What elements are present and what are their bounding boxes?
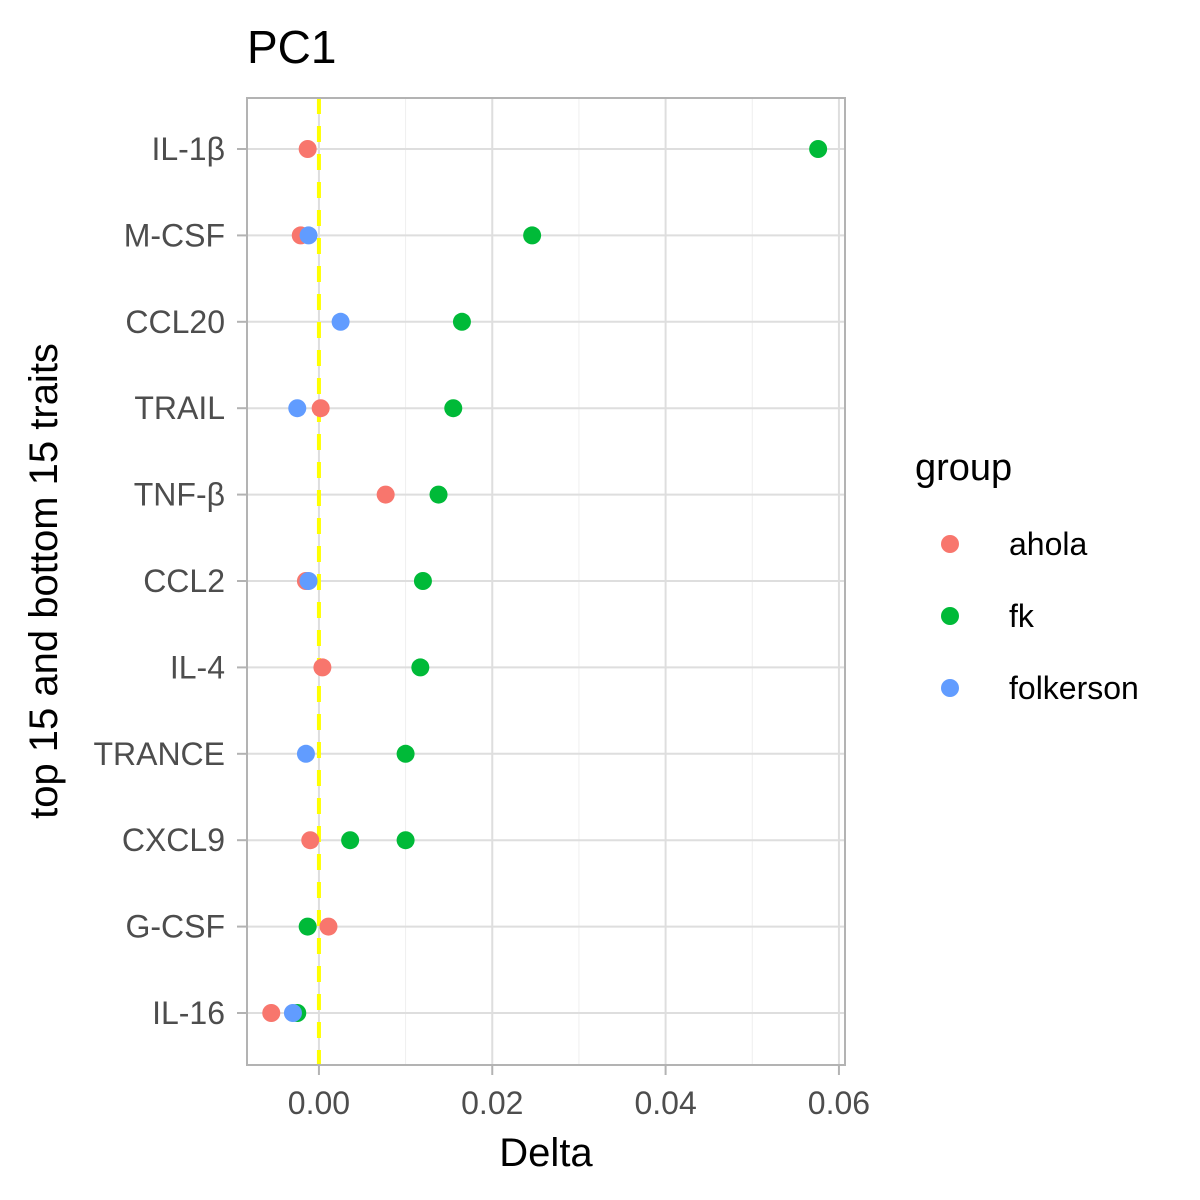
data-point-fk [298,917,317,936]
data-points [262,140,828,1022]
x-tick-label: 0.02 [461,1085,523,1121]
data-point-folkerson [283,1004,302,1022]
y-tick-label: IL-16 [152,995,225,1031]
y-axis-title: top 15 and bottom 15 traits [22,343,66,819]
legend-key-fk [941,607,959,625]
legend-label-ahola: ahola [1009,526,1088,562]
legend-items: ahola fk folkerson [941,526,1139,706]
data-point-ahola [262,1004,281,1022]
chart-title: PC1 [247,21,336,73]
data-point-folkerson [288,399,307,418]
data-point-ahola [376,485,395,504]
legend-label-fk: fk [1009,598,1035,634]
x-axis: 0.00 0.02 0.04 0.06 [288,1065,870,1121]
data-point-ahola [298,140,317,158]
data-point-folkerson [299,226,318,245]
x-axis-title: Delta [499,1131,593,1175]
y-tick-label: CCL20 [125,304,225,340]
y-tick-label: TNF-β [134,477,225,513]
data-point-fk [444,399,463,418]
x-tick-label: 0.00 [288,1085,350,1121]
y-axis: IL-1β M-CSF CCL20 TRAIL TNF-β CCL2 IL-4 TRANCE C… [93,131,247,1031]
y-tick-label: TRANCE [93,736,225,772]
data-point-fk [396,744,415,763]
data-point-fk [809,140,828,158]
data-point-folkerson [296,744,315,763]
grid-lines [247,98,845,1065]
legend-label-folkerson: folkerson [1009,670,1139,706]
data-point-folkerson [331,312,350,331]
data-point-ahola [319,917,338,936]
y-tick-label: CCL2 [143,563,225,599]
y-tick-label: G-CSF [125,909,225,945]
data-point-ahola [301,831,320,850]
x-tick-label: 0.06 [808,1085,870,1121]
data-point-fk [413,572,432,590]
y-tick-label: CXCL9 [122,822,225,858]
y-tick-label: TRAIL [134,390,225,426]
data-point-fk [452,312,471,331]
y-tick-label: IL-4 [170,649,225,685]
legend: group ahola fk folkerson [915,447,1139,706]
legend-key-ahola [941,535,959,553]
data-point-fk [341,831,360,850]
data-point-folkerson [299,572,318,590]
y-tick-label: IL-1β [151,131,225,167]
x-tick-label: 0.04 [634,1085,696,1121]
data-point-fk [429,485,448,504]
data-point-fk [523,226,542,245]
data-point-ahola [313,658,332,677]
legend-key-folkerson [941,679,959,697]
data-point-ahola [311,399,330,418]
data-point-fk [396,831,415,850]
legend-title: group [915,447,1012,489]
data-point-fk [411,658,430,677]
y-tick-label: M-CSF [124,217,225,253]
